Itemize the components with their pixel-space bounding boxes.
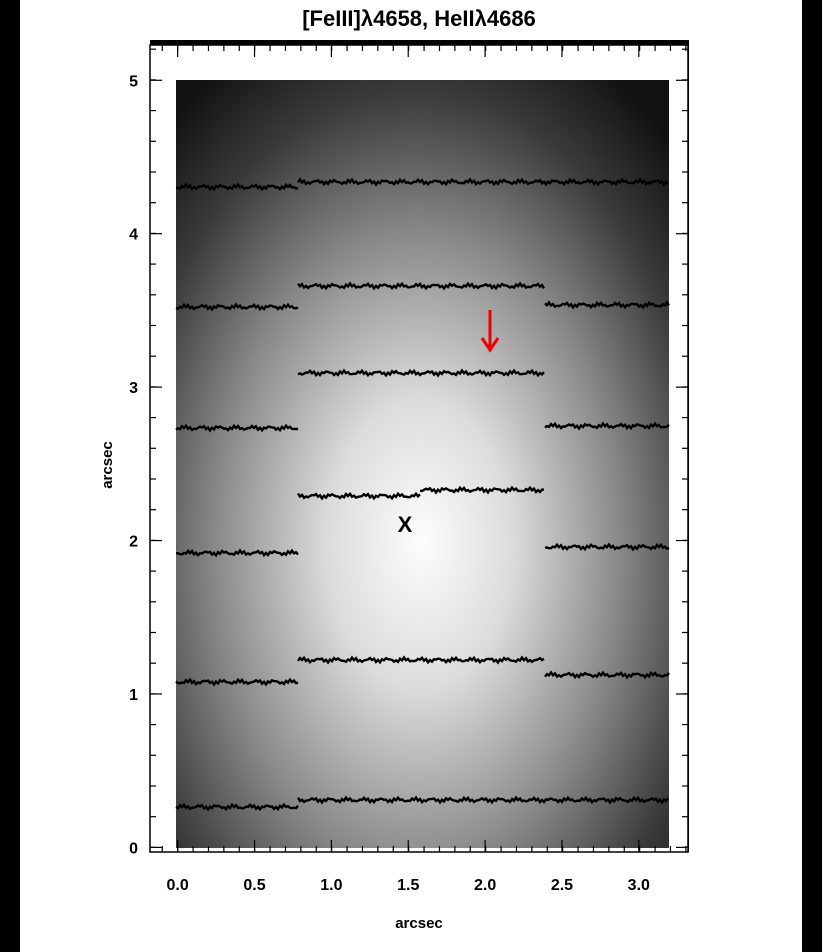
left-edge — [0, 0, 20, 952]
spectrum — [297, 177, 669, 187]
title-band — [0, 0, 822, 40]
bottom-band — [0, 852, 822, 952]
spectrum — [296, 795, 669, 805]
spectrum — [297, 491, 421, 501]
x-tick-label: 1.5 — [397, 877, 419, 894]
x-axis-label: arcsec — [395, 915, 443, 932]
x-tick-label: 0.5 — [243, 877, 265, 894]
spectrum — [544, 670, 670, 680]
y-tick-label: 3 — [129, 380, 138, 397]
spectrum — [175, 423, 299, 433]
left-band — [0, 40, 150, 852]
y-tick-label: 0 — [129, 840, 138, 857]
x-tick-label: 0.0 — [167, 877, 189, 894]
spectrum — [175, 677, 299, 687]
spectrum — [544, 300, 670, 310]
spectrum — [297, 281, 546, 291]
spectrum — [419, 485, 545, 495]
spectrum — [297, 368, 545, 378]
spectrum — [175, 302, 299, 312]
y-tick-label: 5 — [129, 73, 138, 90]
y-axis-label: arcsec — [99, 441, 116, 489]
x-tick-label: 3.0 — [628, 877, 650, 894]
y-tick-label: 4 — [129, 227, 138, 244]
x-tick-label: 1.0 — [320, 877, 342, 894]
y-tick-label: 2 — [129, 534, 138, 551]
spectrum — [175, 182, 299, 192]
spectrum — [544, 542, 670, 552]
x-tick-label: 2.0 — [474, 877, 496, 894]
annotation: X — [398, 512, 413, 537]
spectrum — [175, 802, 299, 812]
x-tick-label: 2.5 — [551, 877, 573, 894]
arrow — [480, 310, 500, 353]
spectrum — [544, 421, 670, 431]
spectrum — [297, 655, 545, 665]
right-edge — [802, 0, 822, 952]
chart-title: [FeIII]λ4658, HeIIλ4686 — [302, 6, 536, 31]
right-band — [689, 40, 822, 852]
spectra — [175, 177, 670, 812]
y-tick-label: 1 — [129, 687, 138, 704]
spectrum — [175, 548, 299, 558]
intensity-map — [176, 80, 669, 848]
